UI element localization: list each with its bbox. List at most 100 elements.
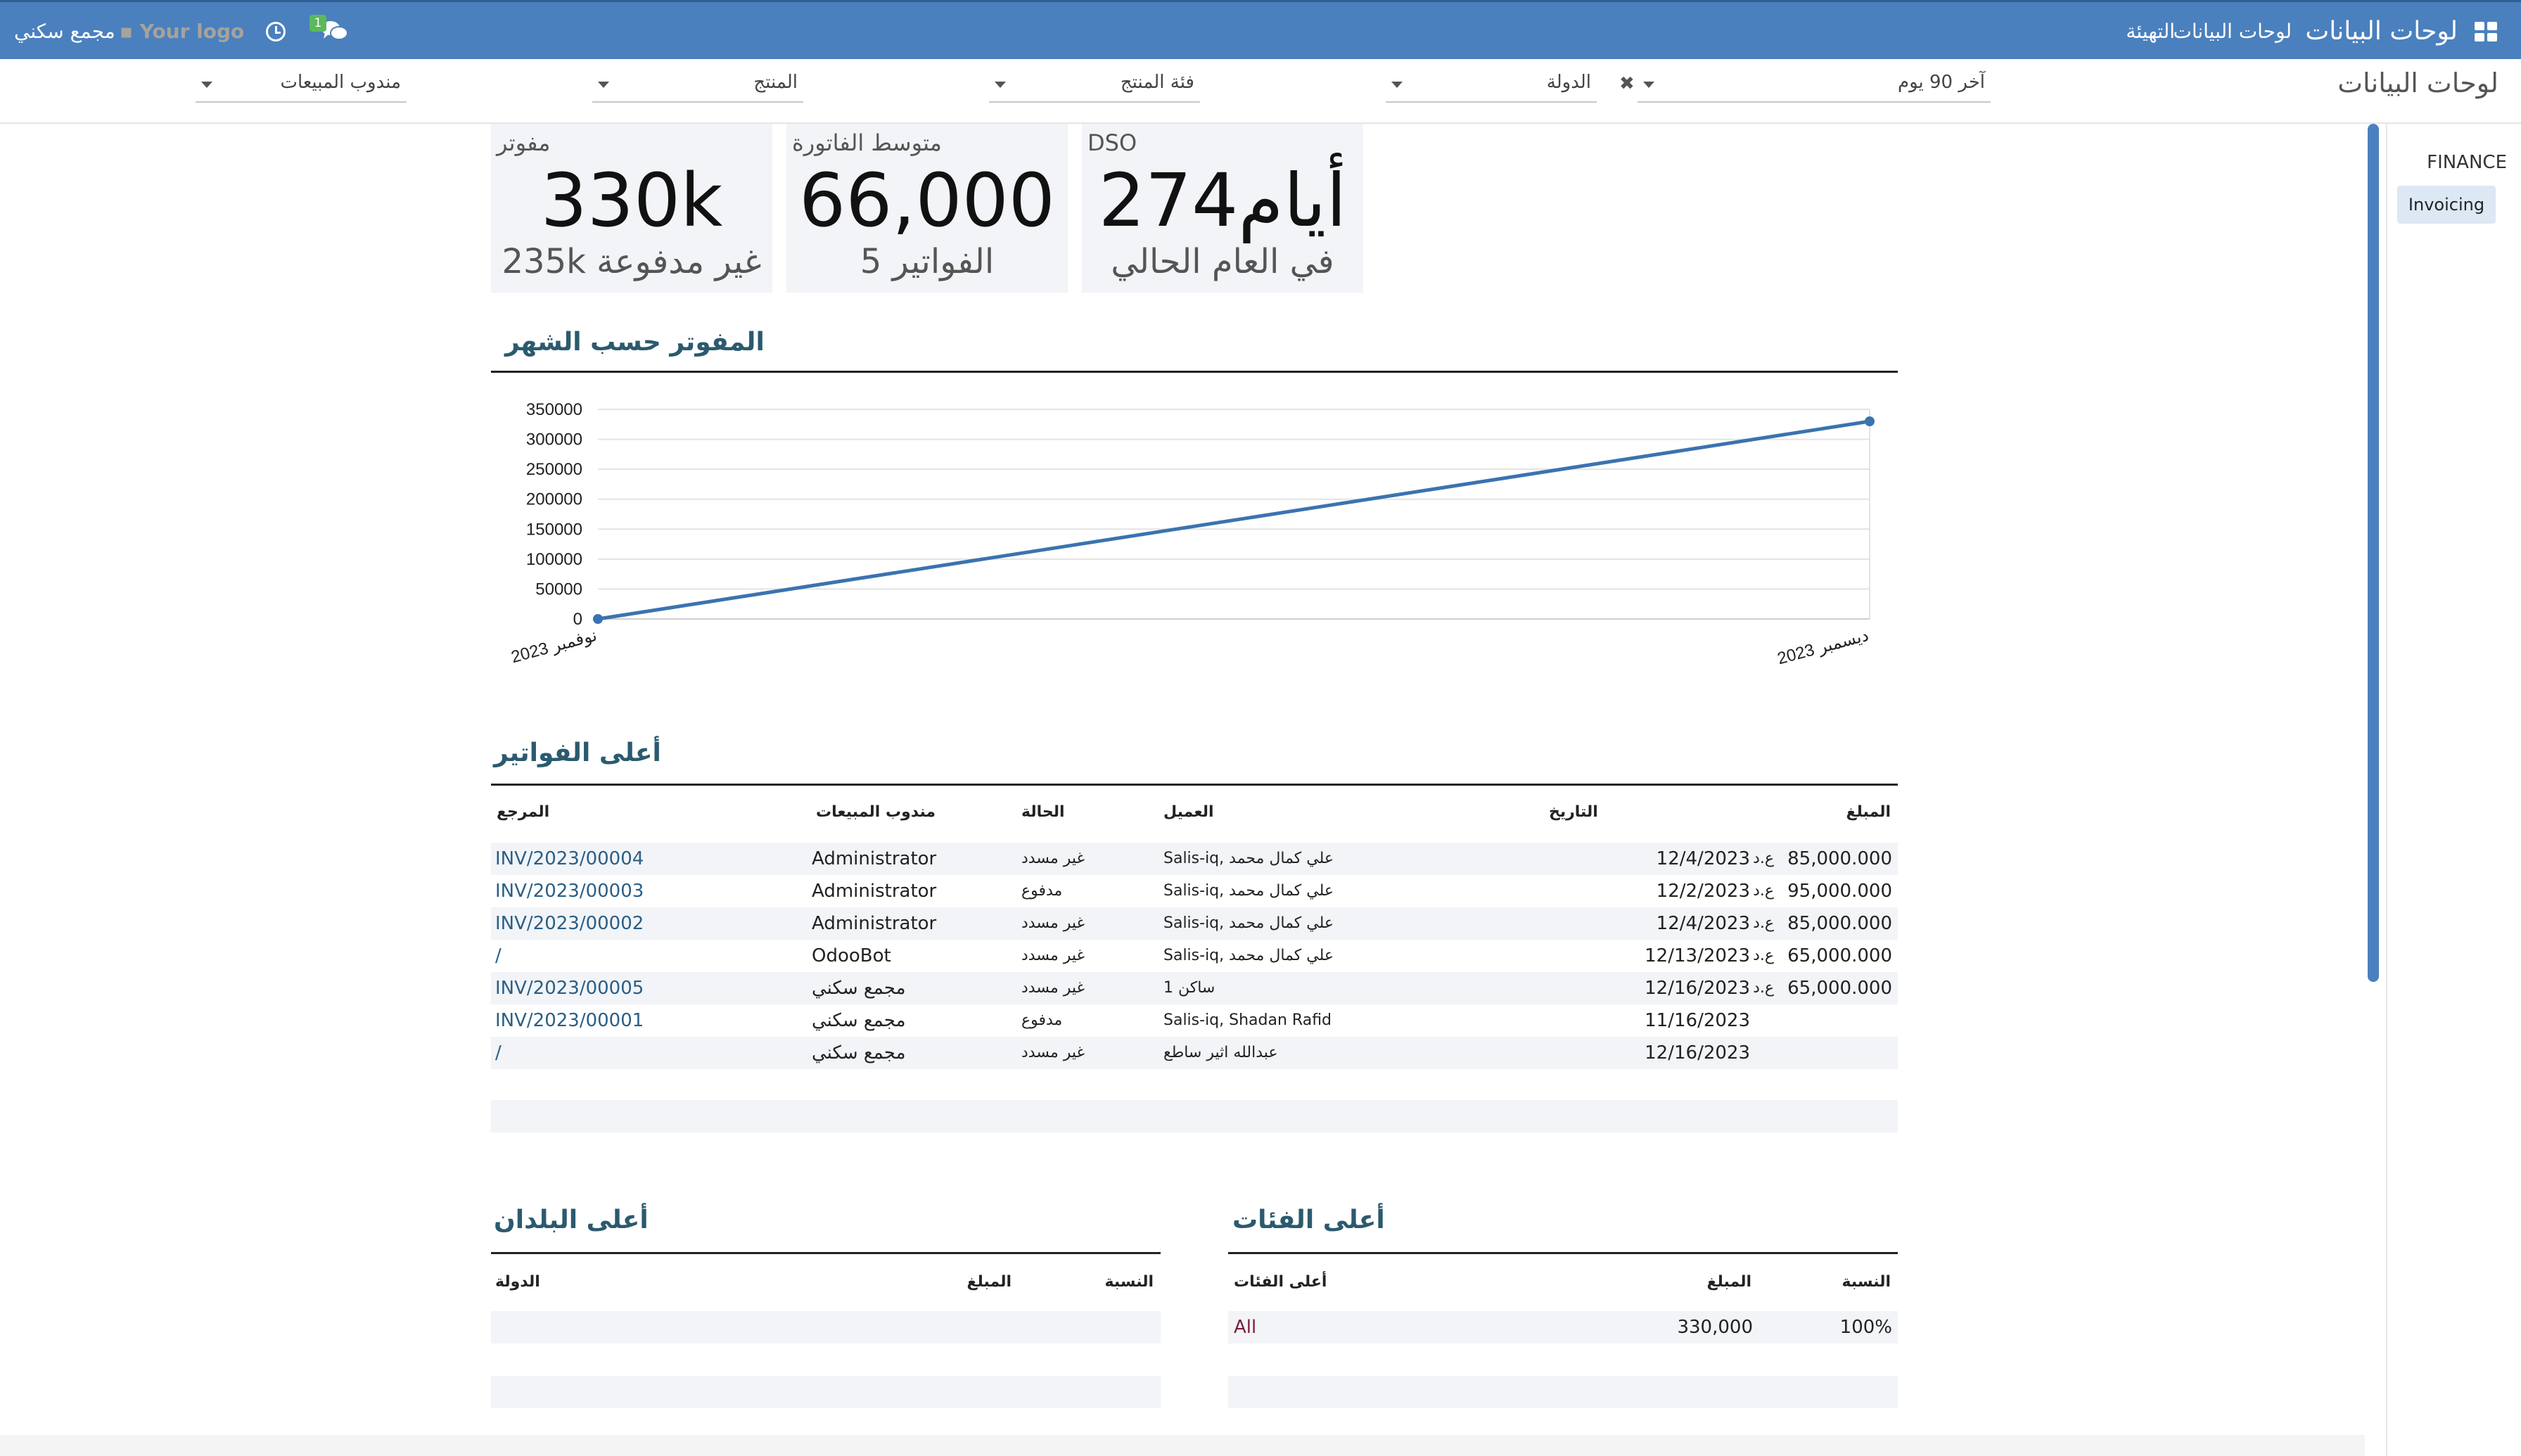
cell-reference-link[interactable]: INV/2023/00005 [495,978,644,999]
table-row[interactable]: 65,000.000 ع.د 12/13/2023 Salis-iq, علي كما… [491,940,1898,972]
chart-ytick-label: 300000 [526,430,582,449]
header-amount[interactable]: المبلغ [1846,803,1891,821]
section-divider [491,784,1898,786]
cell-salesperson: Administrator [812,881,937,902]
cell-status: مدفوع [1021,1011,1063,1029]
header-ratio[interactable]: النسبة [1842,1273,1891,1291]
activity-clock-icon[interactable] [266,22,286,41]
invoiced-by-month-chart[interactable]: 350000 300000 250000 200000 150000 100000 5000… [492,380,1885,675]
filter-date-range-label: آخر 90 يوم [1897,72,1985,93]
header-status[interactable]: الحالة [1021,803,1065,821]
cell-customer: Salis-iq, Shadan Rafid [1163,1011,1332,1029]
company-logo: ▪ Your logo [120,2,244,61]
section-divider [491,371,1898,373]
table-row[interactable]: 95,000.000 ع.د 12/2/2023 Salis-iq, علي كمال… [491,875,1898,907]
cell-category-link[interactable]: All [1234,1317,1257,1338]
chevron-down-icon [1391,82,1403,88]
table-row[interactable]: 12/16/2023 عبدالله اثير ساطع غير مسدد مجمع … [491,1037,1898,1069]
kpi-value: 330k [540,158,723,243]
table-row[interactable]: 85,000.000 ع.د 12/4/2023 Salis-iq, علي كمال… [491,907,1898,940]
header-amount[interactable]: المبلغ [1706,1273,1751,1291]
cell-date: 12/13/2023 [1645,945,1750,966]
filter-country[interactable]: الدولة [1386,70,1597,103]
section-divider [491,1252,1161,1254]
cell-currency: ع.د [1753,850,1774,867]
cell-reference-link[interactable]: / [495,945,502,966]
cell-customer: Salis-iq, علي كمال محمد [1163,850,1334,867]
chevron-down-icon [598,82,609,88]
cell-salesperson: مجمع سكني [812,1010,906,1031]
kpi-dso[interactable]: DSO 274أيام في العام الحالي [1082,124,1363,293]
cell-salesperson: OdooBot [812,945,891,966]
cell-status: مدفوع [1021,882,1063,900]
kpi-average-invoice[interactable]: متوسط الفاتورة 66,000 5 الفواتير [786,124,1068,293]
table-row[interactable]: 85,000.000 ع.د 12/4/2023 Salis-iq, علي كمال… [491,843,1898,875]
invoices-title: أعلى الفواتير [494,739,661,767]
kpi-title: مفوتر [497,129,551,156]
header-customer[interactable]: العميل [1163,803,1214,821]
header-category[interactable]: أعلى الفئات [1234,1273,1327,1291]
chart-ytick-label: 150000 [526,520,582,539]
header-ratio[interactable]: النسبة [1104,1273,1154,1291]
menu-configuration[interactable]: التهيئة [2126,20,2175,43]
clear-filter-icon[interactable]: ✖ [1619,73,1635,94]
cell-amount: 65,000.000 [1787,945,1892,966]
menu-dashboards[interactable]: لوحات البيانات [2173,20,2292,43]
chart-xtick-label: ديسمبر 2023 [1775,626,1871,669]
kpi-subtext: 5 الفواتير [860,242,995,281]
header-date[interactable]: التاريخ [1549,803,1598,821]
chart-ytick-label: 200000 [526,490,582,509]
section-divider [1228,1252,1898,1254]
side-menu-item-invoicing[interactable]: Invoicing [2397,186,2496,224]
scrollbar[interactable] [2365,124,2382,982]
chart-ytick-label: 100000 [526,550,582,569]
app-brand[interactable]: لوحات البيانات [2305,17,2458,46]
chart-xtick-label: نوفمبر 2023 [509,626,599,667]
header-salesperson[interactable]: مندوب المبيعات [816,803,936,821]
kpi-subtext: 235k غير مدفوعة [502,242,762,281]
kpi-subtext: في العام الحالي [1111,242,1334,281]
cell-reference-link[interactable]: INV/2023/00002 [495,913,644,934]
chart-data-point [593,614,603,624]
company-switcher[interactable]: مجمع سكني [14,20,115,43]
cell-amount: 95,000.000 [1787,881,1892,902]
header-amount[interactable]: المبلغ [966,1273,1011,1291]
filter-product[interactable]: المنتج [592,70,803,103]
cell-reference-link[interactable]: INV/2023/00003 [495,881,644,902]
cell-currency: ع.د [1753,882,1774,900]
page-bottom-strip [0,1435,2365,1456]
cell-reference-link[interactable]: INV/2023/00004 [495,848,644,869]
scrollbar-thumb[interactable] [2368,124,2379,982]
cell-status: غير مسدد [1021,914,1085,932]
app-side-menu: FINANCE Invoicing [2386,124,2521,1456]
cell-date: 12/2/2023 [1656,881,1750,902]
header-reference[interactable]: المرجع [497,803,550,821]
chevron-down-icon [201,82,212,88]
kpi-invoiced[interactable]: مفوتر 330k 235k غير مدفوعة [491,124,772,293]
filter-date-range[interactable]: آخر 90 يوم [1638,70,1991,103]
cell-reference-link[interactable]: / [495,1042,502,1064]
filter-product-category[interactable]: فئة المنتج [989,70,1200,103]
side-menu-item-label: Invoicing [2408,195,2485,215]
chevron-down-icon [995,82,1006,88]
cell-salesperson: Administrator [812,848,937,869]
table-row[interactable]: 65,000.000 ع.د 12/16/2023 ساكن 1 غير مسدد مجم… [491,972,1898,1004]
cell-date: 11/16/2023 [1645,1010,1750,1031]
chevron-down-icon [1643,82,1654,88]
header-country[interactable]: الدولة [495,1273,540,1291]
table-footer-row [491,1100,1898,1132]
filter-product-label: المنتج [753,72,798,93]
cell-salesperson: مجمع سكني [812,978,906,999]
table-footer-row [491,1376,1161,1408]
kpi-title: متوسط الفاتورة [792,129,942,156]
apps-menu-icon[interactable] [2475,22,2497,41]
table-row[interactable]: 11/16/2023 Salis-iq, Shadan Rafid مدفوع مجم… [491,1004,1898,1037]
filter-product-category-label: فئة المنتج [1120,72,1194,93]
cell-reference-link[interactable]: INV/2023/00001 [495,1010,644,1031]
cell-ratio: 100% [1839,1317,1892,1338]
logo-text: Your logo [139,20,245,43]
table-row[interactable]: 100% 330,000 All [1228,1311,1898,1343]
cell-amount: 85,000.000 [1787,848,1892,869]
filter-salesperson[interactable]: مندوب المبيعات [196,70,407,103]
cell-currency: ع.د [1753,914,1774,932]
